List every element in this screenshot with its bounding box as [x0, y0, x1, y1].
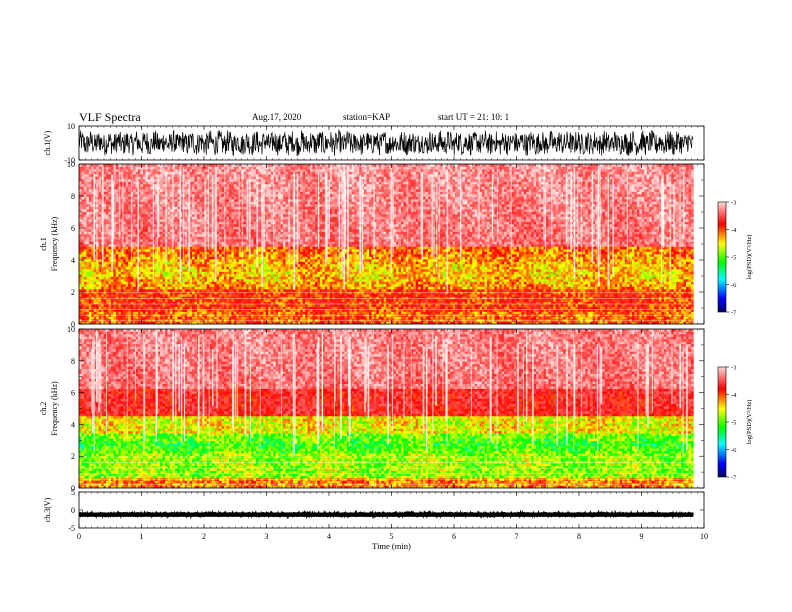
ch1-waveform-trace [79, 130, 693, 156]
ch1-spectrogram-ytick-3: 6 [71, 224, 75, 233]
ch2-spectrogram-ytick-3: 6 [71, 389, 75, 398]
ch1-spectrogram-channel-label: ch.1 [39, 237, 48, 251]
x-axis-label: Time (min) [372, 541, 411, 551]
xtick-5: 5 [390, 532, 394, 541]
xtick-1: 1 [140, 532, 144, 541]
ch3-waveform-band [79, 513, 693, 517]
ch3-waveform-ytick-1: 0 [71, 506, 75, 515]
ch2-spectrogram-ytick-1: 2 [71, 452, 75, 461]
xtick-3: 3 [265, 532, 269, 541]
ch2-spectrogram-ytick-4: 8 [71, 357, 75, 366]
ch2-spectrogram-colorbar-label: log(PSD)(V²/Hz) [746, 400, 753, 445]
ch1-spectrogram-colorbar [718, 202, 726, 312]
ch2-spectrogram-cbtick-2: -5 [731, 420, 736, 427]
ch1-spectrogram-cbtick-3: -6 [731, 282, 737, 289]
ch3-waveform-ylabel: ch.3(V) [43, 497, 52, 522]
ch3-waveform-ytick-0: 5 [71, 488, 75, 497]
xtick-7: 7 [515, 532, 519, 541]
ch1-spectrogram-cbtick-1: -4 [731, 227, 737, 234]
ch2-spectrogram-colorbar [718, 367, 726, 477]
xtick-4: 4 [327, 532, 331, 541]
ch1-spectrogram-cbtick-0: -3 [731, 200, 736, 207]
ch1-spectrogram-image [79, 164, 694, 324]
ch1-spectrogram-colorbar-label: log(PSD)(V²/Hz) [746, 235, 753, 280]
ch2-spectrogram-cbtick-0: -3 [731, 365, 736, 372]
ch1-spectrogram-cbtick-2: -5 [731, 255, 736, 262]
ch1-spectrogram-ytick-4: 8 [71, 192, 75, 201]
xtick-6: 6 [452, 532, 456, 541]
xtick-9: 9 [640, 532, 644, 541]
ch2-spectrogram-ylabel: Frequency (kHz) [50, 381, 59, 436]
ch2-spectrogram-image [79, 329, 694, 488]
ch1-spectrogram-cbtick-4: -7 [731, 310, 737, 317]
ch2-spectrogram-cbtick-4: -7 [731, 475, 737, 482]
xtick-2: 2 [202, 532, 206, 541]
ch1-spectrogram-ytick-5: 10 [67, 160, 75, 169]
ch1-spectrogram-ylabel: Frequency (kHz) [50, 216, 59, 271]
xtick-0: 0 [77, 532, 81, 541]
xtick-8: 8 [577, 532, 581, 541]
ch3-waveform-ytick-2: -5 [68, 524, 75, 533]
vlf-figure: 10-10ch.1(V) 0246810ch.1 Frequency (kHz) … [0, 0, 792, 612]
ch2-spectrogram-cbtick-3: -6 [731, 447, 737, 454]
ch1-spectrogram-ytick-1: 2 [71, 288, 75, 297]
ch1-waveform-ytick-0: 10 [67, 122, 75, 131]
ch1-waveform-ylabel: ch.1(V) [43, 130, 52, 155]
ch2-spectrogram-cbtick-1: -4 [731, 392, 737, 399]
ch1-spectrogram-ytick-2: 4 [71, 256, 75, 265]
ch2-spectrogram-ytick-2: 4 [71, 420, 75, 429]
ch2-spectrogram-channel-label: ch.2 [39, 402, 48, 416]
xtick-10: 10 [700, 532, 708, 541]
ch3-waveform-frame [79, 492, 704, 528]
colorbars: -3 -4 -5 -6 -7 log(PSD)(V²/Hz) -3 -4 -5 -6 -7 log(P… [718, 200, 753, 482]
ch2-spectrogram-ytick-5: 10 [67, 325, 75, 334]
